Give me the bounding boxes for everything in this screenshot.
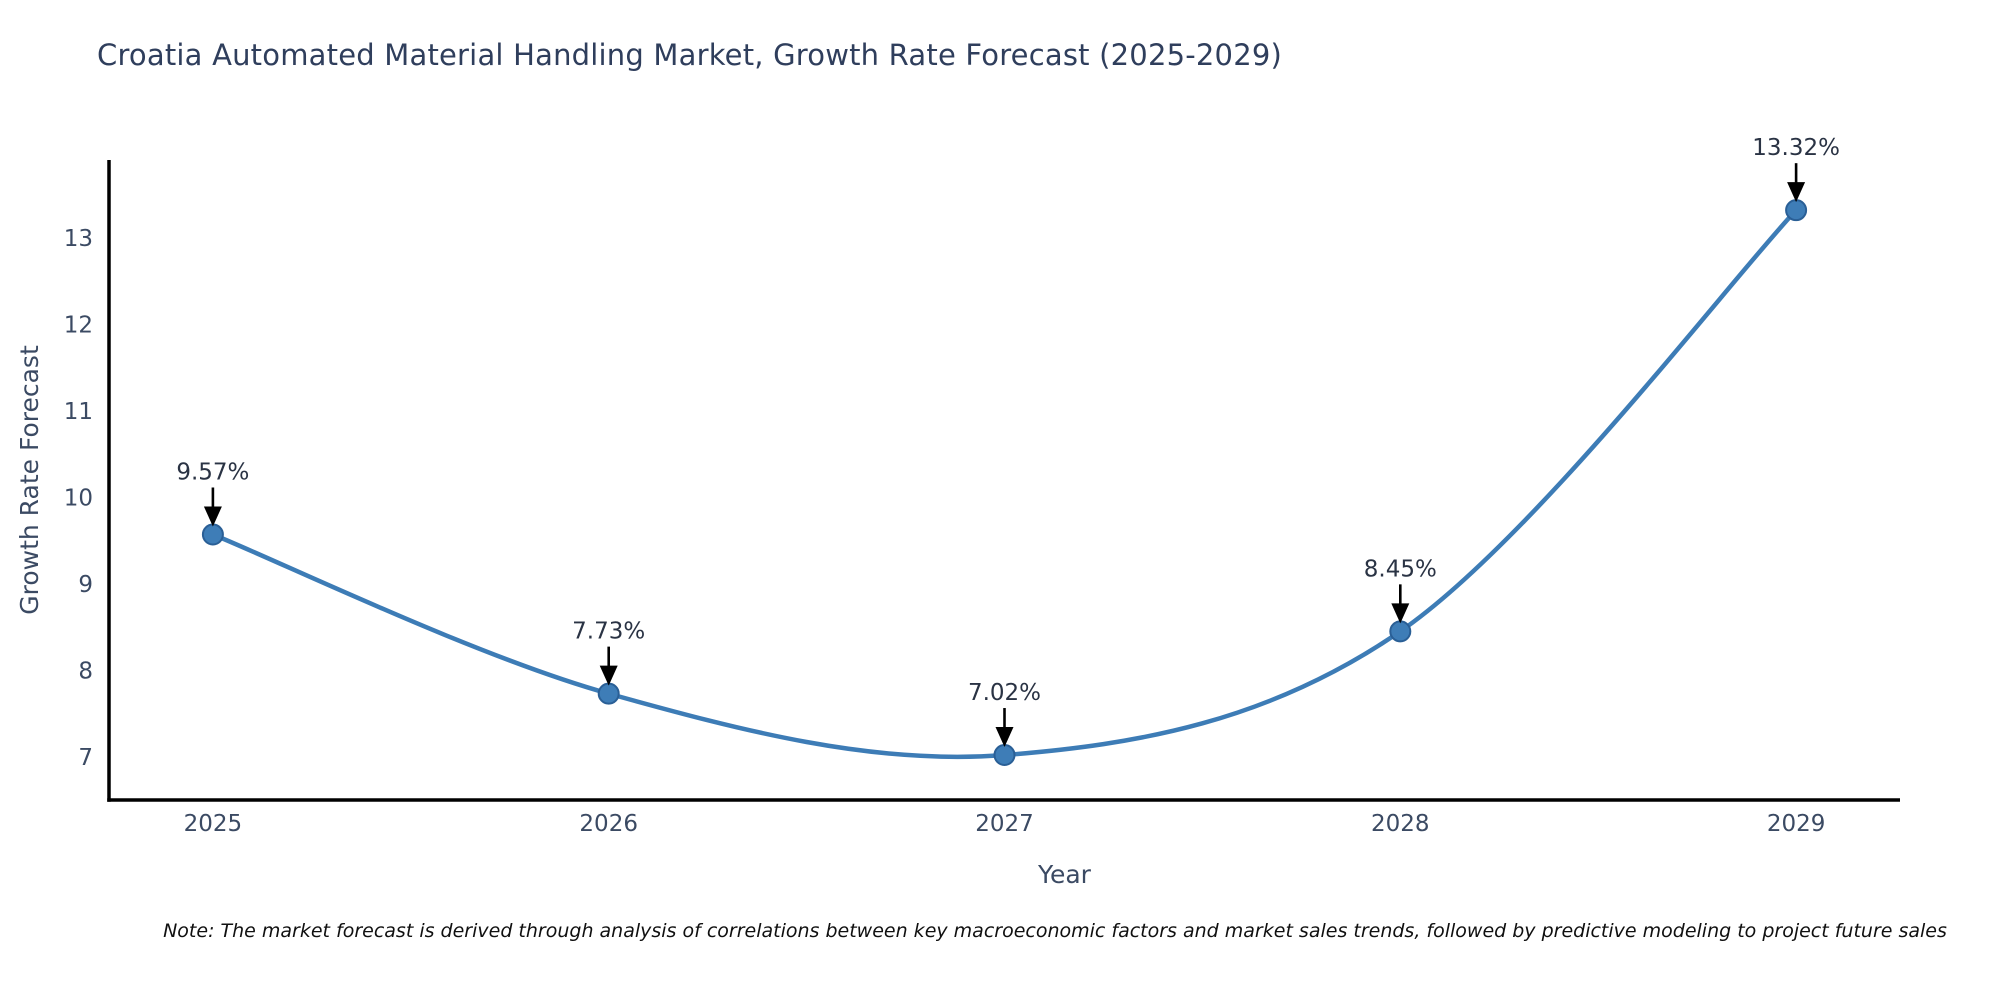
data-point-label: 8.45% — [1364, 556, 1437, 582]
annotation-arrowhead-icon — [1391, 603, 1410, 624]
data-point-2025 — [201, 523, 224, 546]
data-point-label: 7.73% — [572, 619, 645, 645]
x-tick-label: 2027 — [975, 811, 1034, 837]
y-tick-label: 7 — [78, 745, 93, 771]
forecast-line-series — [210, 207, 1799, 760]
data-point-2027 — [993, 744, 1016, 767]
x-tick-label: 2025 — [184, 811, 243, 837]
y-tick-label: 12 — [64, 312, 93, 338]
data-point-label: 9.57% — [176, 459, 249, 485]
data-point-label: 7.02% — [968, 680, 1041, 706]
chart-title: Croatia Automated Material Handling Mark… — [97, 38, 1283, 72]
data-point-2029 — [1785, 199, 1808, 222]
annotation-arrowhead-icon — [995, 727, 1014, 748]
x-tick-label: 2026 — [579, 811, 638, 837]
y-axis-title: Growth Rate Forecast — [15, 345, 44, 615]
x-axis-title: Year — [1037, 860, 1092, 889]
data-point-2028 — [1389, 620, 1412, 643]
annotation-arrowhead-icon — [203, 506, 222, 527]
y-tick-label: 13 — [64, 226, 93, 252]
y-tick-label: 10 — [64, 485, 93, 511]
data-point-label: 13.32% — [1752, 135, 1840, 161]
y-tick-label: 9 — [78, 572, 93, 598]
annotation-arrowhead-icon — [599, 665, 618, 686]
y-tick-label: 11 — [64, 399, 93, 425]
x-tick-label: 2028 — [1371, 811, 1430, 837]
data-point-2026 — [597, 682, 620, 705]
x-tick-label: 2029 — [1767, 811, 1826, 837]
chart-footnote: Note: The market forecast is derived thr… — [163, 920, 1947, 942]
annotation-arrowhead-icon — [1787, 182, 1806, 203]
y-tick-label: 8 — [78, 658, 93, 684]
